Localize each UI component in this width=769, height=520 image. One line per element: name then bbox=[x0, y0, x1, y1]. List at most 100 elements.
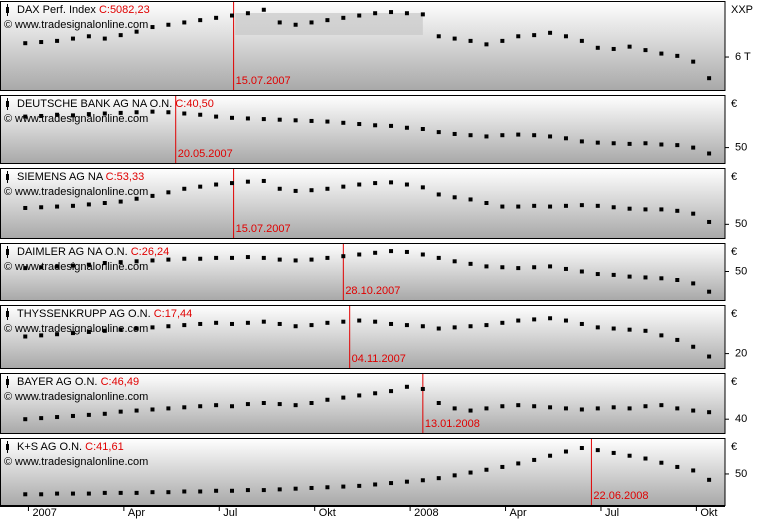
candle bbox=[373, 250, 378, 255]
candle bbox=[468, 38, 473, 43]
y-tick-label: 20 bbox=[735, 348, 747, 360]
candle bbox=[261, 178, 266, 183]
candle bbox=[39, 40, 44, 45]
candle bbox=[277, 20, 282, 25]
candle bbox=[500, 204, 505, 209]
candle bbox=[373, 181, 378, 186]
candle bbox=[643, 207, 648, 212]
candle bbox=[230, 404, 235, 409]
candle bbox=[118, 110, 123, 115]
candle bbox=[484, 323, 489, 328]
candle bbox=[404, 125, 409, 130]
candle bbox=[500, 464, 505, 469]
candle bbox=[484, 134, 489, 139]
candle bbox=[166, 490, 171, 495]
candle bbox=[134, 196, 139, 201]
candle bbox=[611, 405, 616, 410]
candle bbox=[214, 320, 219, 325]
candle bbox=[55, 204, 60, 209]
marker-label: 28.10.2007 bbox=[345, 285, 400, 297]
candle bbox=[611, 141, 616, 146]
candle bbox=[55, 415, 60, 420]
candle bbox=[373, 123, 378, 128]
candle bbox=[691, 59, 696, 64]
candle bbox=[102, 328, 107, 333]
source: www.tradesignalonline.com bbox=[14, 456, 148, 468]
candle bbox=[102, 490, 107, 495]
candle bbox=[230, 255, 235, 260]
axis-unit: € bbox=[731, 98, 737, 110]
candle bbox=[373, 391, 378, 396]
candle bbox=[198, 404, 203, 409]
candle bbox=[707, 219, 712, 224]
candle bbox=[70, 36, 75, 41]
candle bbox=[86, 329, 91, 334]
candle bbox=[468, 408, 473, 413]
candle bbox=[86, 112, 91, 117]
title-text: DAIMLER AG NA O.N. bbox=[17, 246, 128, 258]
candle bbox=[675, 337, 680, 342]
candle bbox=[548, 316, 553, 321]
candle bbox=[86, 34, 91, 39]
marker-label: 13.01.2008 bbox=[425, 418, 480, 430]
candle bbox=[548, 264, 553, 269]
source-icon: © bbox=[4, 261, 12, 273]
candle bbox=[420, 386, 425, 391]
marker-label: 15.07.2007 bbox=[236, 223, 291, 235]
candle bbox=[70, 203, 75, 208]
candle bbox=[118, 260, 123, 265]
candle bbox=[293, 188, 298, 193]
candle bbox=[357, 13, 362, 18]
candle bbox=[150, 193, 155, 198]
candle bbox=[214, 15, 219, 20]
candle bbox=[548, 204, 553, 209]
x-tick-label: Jul bbox=[223, 507, 237, 519]
candle bbox=[309, 118, 314, 123]
candle bbox=[707, 410, 712, 415]
candle bbox=[707, 354, 712, 359]
candle bbox=[230, 181, 235, 186]
candle bbox=[102, 36, 107, 41]
y-tick-label: 6 T bbox=[735, 51, 751, 63]
candle bbox=[532, 317, 537, 322]
candle bbox=[389, 389, 394, 394]
candle bbox=[468, 324, 473, 329]
candle bbox=[675, 53, 680, 58]
x-tick-label: Apr bbox=[128, 507, 145, 519]
candle bbox=[102, 201, 107, 205]
candle bbox=[70, 263, 75, 268]
source-icon: © bbox=[4, 19, 12, 31]
candle bbox=[70, 413, 75, 418]
candle bbox=[595, 45, 600, 50]
candle bbox=[23, 114, 28, 119]
candle bbox=[277, 257, 282, 262]
candle bbox=[389, 180, 394, 185]
candle bbox=[420, 324, 425, 329]
candle bbox=[643, 404, 648, 409]
candle bbox=[55, 112, 60, 117]
candle bbox=[341, 254, 346, 259]
y-tick-label: 50 bbox=[735, 218, 747, 230]
source: www.tradesignalonline.com bbox=[14, 186, 148, 198]
panel-background bbox=[0, 373, 726, 434]
candle bbox=[102, 111, 107, 116]
candle bbox=[166, 190, 171, 195]
candle bbox=[500, 38, 505, 43]
candle bbox=[691, 145, 696, 150]
candle bbox=[420, 185, 425, 190]
candle bbox=[23, 417, 28, 422]
title-text: BAYER AG O.N. bbox=[17, 376, 98, 388]
y-tick-label: 50 bbox=[735, 468, 747, 480]
candle bbox=[436, 34, 441, 39]
candle bbox=[277, 321, 282, 326]
candle bbox=[39, 265, 44, 270]
candle bbox=[500, 265, 505, 270]
candle bbox=[484, 467, 489, 472]
candle bbox=[166, 324, 171, 329]
candle bbox=[150, 407, 155, 412]
candle bbox=[23, 266, 28, 271]
close-label: C:41,61 bbox=[85, 441, 124, 453]
candle bbox=[579, 446, 584, 451]
candle bbox=[468, 133, 473, 138]
panel-title: SIEMENS AG NA C:53,33 bbox=[17, 171, 144, 183]
